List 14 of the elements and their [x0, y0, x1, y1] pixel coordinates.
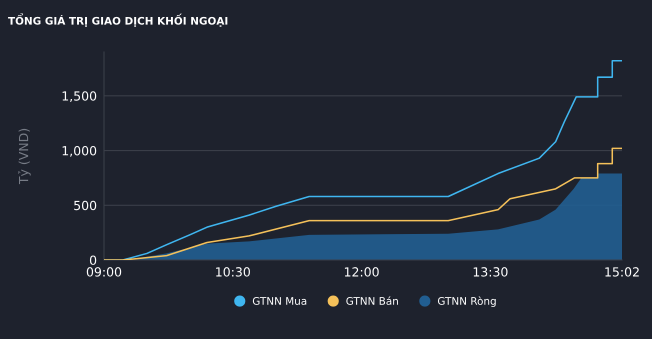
x-tick-label: 13:30	[474, 267, 508, 277]
chart-title: TỔNG GIÁ TRỊ GIAO DỊCH KHỐI NGOẠI	[8, 13, 228, 27]
legend-label: GTNN Ròng	[438, 296, 496, 307]
y-tick-label: 1,000	[62, 146, 96, 157]
legend-label: GTNN Mua	[252, 297, 306, 305]
x-tick-label: 12:00	[344, 267, 379, 277]
y-tick-label: 0	[90, 255, 96, 265]
x-tick-label: 15:02	[605, 267, 639, 277]
x-tick-label: 10:30	[216, 267, 250, 277]
y-tick-label: 500	[74, 200, 96, 210]
y-tick-label: 1,500	[62, 91, 96, 102]
y-axis-title: Tỷ (VND)	[18, 128, 31, 184]
legend-label: GTNN Bán	[346, 296, 398, 305]
x-tick-label: 09:00	[86, 267, 122, 277]
